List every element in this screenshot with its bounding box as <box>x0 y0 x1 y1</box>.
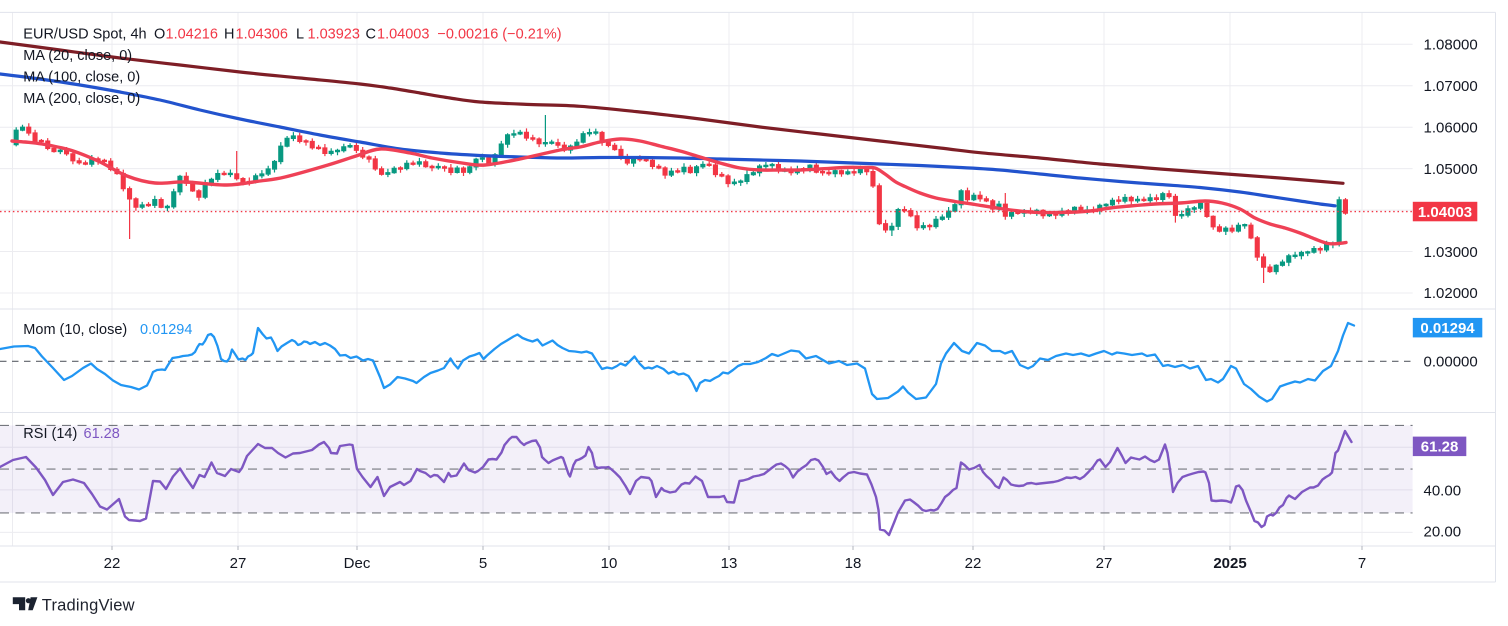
svg-text:TradingView: TradingView <box>42 596 135 614</box>
svg-text:22: 22 <box>104 555 121 572</box>
svg-text:7: 7 <box>1358 555 1366 572</box>
svg-text:0.01294: 0.01294 <box>140 322 192 338</box>
svg-text:1.02000: 1.02000 <box>1424 285 1478 302</box>
svg-text:H: H <box>224 26 234 42</box>
svg-text:20.00: 20.00 <box>1424 524 1462 541</box>
svg-text:2025: 2025 <box>1213 555 1246 572</box>
svg-text:1.04003: 1.04003 <box>1418 204 1472 221</box>
svg-text:1.03000: 1.03000 <box>1424 244 1478 261</box>
svg-text:18: 18 <box>845 555 862 572</box>
svg-text:C: C <box>366 26 376 42</box>
svg-text:10: 10 <box>601 555 618 572</box>
svg-text:27: 27 <box>230 555 247 572</box>
svg-text:1.04306: 1.04306 <box>236 26 288 42</box>
svg-text:Dec: Dec <box>344 555 371 572</box>
svg-text:EUR/USD Spot, 4h: EUR/USD Spot, 4h <box>23 26 146 42</box>
svg-text:MA (20, close, 0): MA (20, close, 0) <box>23 48 132 64</box>
svg-text:61.28: 61.28 <box>1421 439 1459 456</box>
svg-text:0.00000: 0.00000 <box>1424 354 1478 371</box>
svg-text:Mom (10, close): Mom (10, close) <box>23 322 127 338</box>
svg-text:13: 13 <box>721 555 738 572</box>
svg-text:5: 5 <box>479 555 487 572</box>
svg-text:22: 22 <box>965 555 982 572</box>
svg-text:O: O <box>154 26 165 42</box>
svg-text:27: 27 <box>1096 555 1113 572</box>
svg-text:MA (200, close, 0): MA (200, close, 0) <box>23 91 140 107</box>
svg-text:−0.00216 (−0.21%): −0.00216 (−0.21%) <box>437 26 561 42</box>
svg-text:MA (100, close, 0): MA (100, close, 0) <box>23 70 140 86</box>
svg-text:RSI (14): RSI (14) <box>23 426 77 442</box>
svg-text:1.08000: 1.08000 <box>1424 37 1478 54</box>
svg-text:1.06000: 1.06000 <box>1424 119 1478 136</box>
svg-text:1.04003: 1.04003 <box>377 26 429 42</box>
svg-text:L: L <box>296 26 304 42</box>
svg-text:1.05000: 1.05000 <box>1424 161 1478 178</box>
svg-text:1.03923: 1.03923 <box>308 26 360 42</box>
svg-text:61.28: 61.28 <box>84 426 120 442</box>
svg-text:40.00: 40.00 <box>1424 483 1462 500</box>
svg-text:1.04216: 1.04216 <box>166 26 218 42</box>
svg-text:1.07000: 1.07000 <box>1424 78 1478 95</box>
svg-text:0.01294: 0.01294 <box>1420 320 1475 337</box>
